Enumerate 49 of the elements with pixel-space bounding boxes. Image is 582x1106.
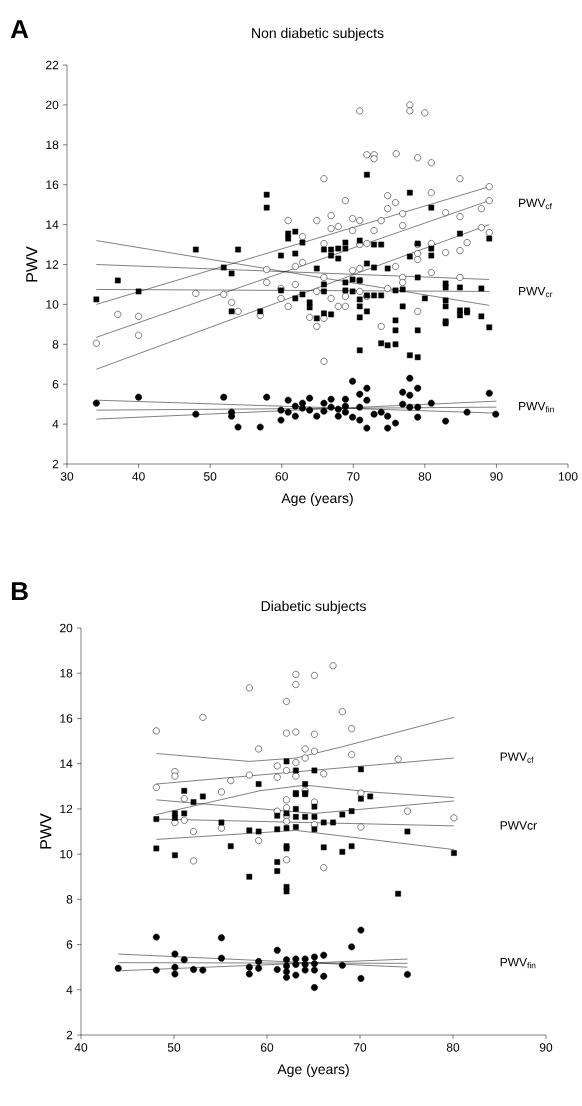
- y-tick-label: 14: [46, 220, 59, 229]
- x-tick-label: 70: [347, 472, 360, 481]
- y-tick-label: 20: [60, 623, 73, 633]
- y-tick-label: 4: [66, 985, 73, 994]
- y-tick-label: 10: [46, 300, 59, 309]
- y-tick-label: 22: [46, 60, 59, 70]
- y-axis-title: PWV: [26, 246, 38, 282]
- y-tick-label: 12: [60, 804, 73, 814]
- y-tick-label: 4: [52, 419, 59, 429]
- y-tick-label: 16: [46, 180, 59, 189]
- text: B: [11, 582, 28, 601]
- chart-title: Diabetic subjects: [261, 600, 366, 614]
- x-tick-label: 70: [353, 1043, 367, 1052]
- y-tick-label: 12: [46, 260, 59, 269]
- x-tick-label: 100: [558, 472, 578, 481]
- x-tick-label: 60: [275, 472, 288, 481]
- text: A: [10, 20, 29, 39]
- y-axis-title: PWV: [40, 813, 52, 849]
- y-tick-label: 8: [52, 340, 59, 349]
- y-tick-label: 8: [66, 895, 73, 904]
- x-axis-title: Age (years): [277, 1063, 349, 1077]
- text: PWV$_{cr}$: [519, 287, 553, 298]
- y-tick-label: 16: [60, 714, 73, 723]
- y-tick-label: 6: [52, 379, 59, 389]
- x-tick-label: 50: [203, 472, 217, 481]
- chart-title: Non diabetic subjects: [252, 27, 384, 41]
- x-tick-label: 50: [167, 1043, 181, 1052]
- x-tick-label: 30: [60, 472, 74, 481]
- y-tick-label: 2: [52, 459, 59, 469]
- y-tick-label: 18: [60, 668, 73, 678]
- x-tick-label: 60: [260, 1043, 274, 1052]
- x-axis-title: Age (years): [281, 492, 353, 506]
- y-tick-label: 10: [60, 849, 73, 859]
- x-tick-label: 80: [446, 1043, 460, 1052]
- y-tick-label: 18: [46, 140, 59, 150]
- y-tick-label: 2: [66, 1030, 73, 1040]
- series-label: PWV$_{fin}$: [519, 402, 554, 413]
- x-tick-label: 90: [539, 1043, 553, 1052]
- x-tick-label: 80: [418, 472, 432, 481]
- x-tick-label: 40: [132, 472, 145, 481]
- text: PWV$_{cf}$: [519, 198, 552, 210]
- text: PWV$_{cf}$: [500, 752, 534, 763]
- x-tick-label: 40: [74, 1043, 88, 1052]
- text: PWV$_{fin}$: [500, 958, 536, 969]
- y-tick-label: 14: [60, 759, 73, 768]
- text: PWVcr: [500, 821, 537, 830]
- y-tick-label: 20: [46, 100, 59, 110]
- y-tick-label: 6: [66, 940, 73, 949]
- x-tick-label: 90: [490, 472, 503, 481]
